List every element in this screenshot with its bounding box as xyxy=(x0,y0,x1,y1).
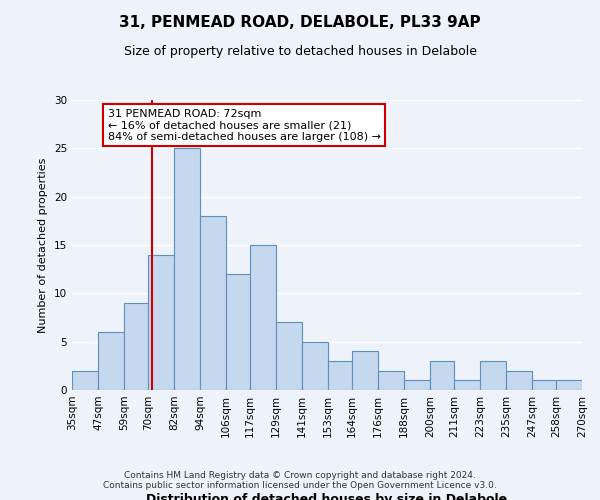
Bar xyxy=(556,380,582,390)
Bar xyxy=(276,322,302,390)
Bar xyxy=(506,370,532,390)
Text: 31, PENMEAD ROAD, DELABOLE, PL33 9AP: 31, PENMEAD ROAD, DELABOLE, PL33 9AP xyxy=(119,15,481,30)
Bar xyxy=(480,361,506,390)
Text: 31 PENMEAD ROAD: 72sqm
← 16% of detached houses are smaller (21)
84% of semi-det: 31 PENMEAD ROAD: 72sqm ← 16% of detached… xyxy=(108,108,381,142)
Bar xyxy=(302,342,328,390)
Bar xyxy=(148,254,174,390)
Bar xyxy=(98,332,124,390)
Text: Contains HM Land Registry data © Crown copyright and database right 2024.
Contai: Contains HM Land Registry data © Crown c… xyxy=(103,470,497,490)
Bar xyxy=(72,370,98,390)
X-axis label: Distribution of detached houses by size in Delabole: Distribution of detached houses by size … xyxy=(146,492,508,500)
Bar xyxy=(174,148,200,390)
Bar xyxy=(532,380,556,390)
Bar xyxy=(430,361,454,390)
Bar xyxy=(404,380,430,390)
Bar xyxy=(378,370,404,390)
Bar xyxy=(328,361,352,390)
Bar xyxy=(124,303,148,390)
Bar xyxy=(226,274,250,390)
Bar xyxy=(352,352,378,390)
Bar xyxy=(200,216,226,390)
Bar xyxy=(250,245,276,390)
Bar xyxy=(454,380,480,390)
Text: Size of property relative to detached houses in Delabole: Size of property relative to detached ho… xyxy=(124,45,476,58)
Y-axis label: Number of detached properties: Number of detached properties xyxy=(38,158,49,332)
